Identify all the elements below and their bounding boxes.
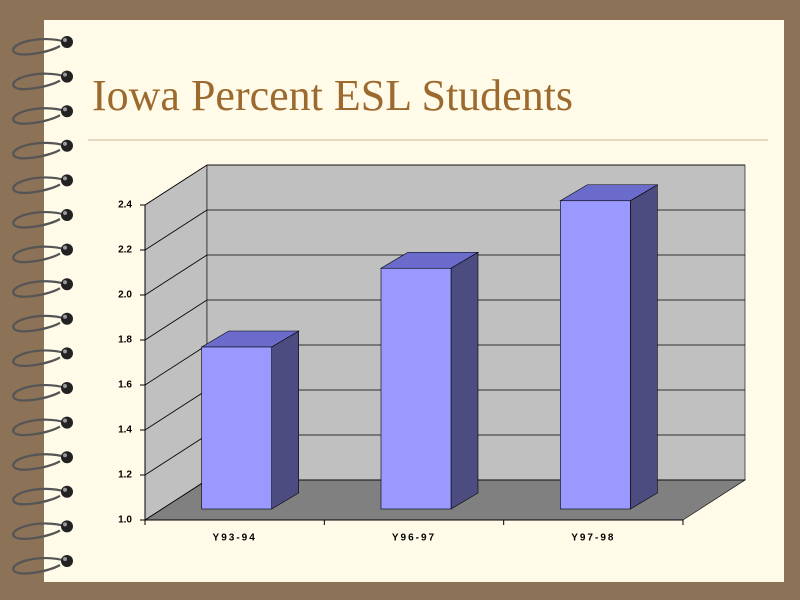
ring-shine — [63, 487, 67, 492]
side-grid-line — [144, 434, 208, 476]
ring — [12, 418, 67, 437]
ring-shine — [63, 522, 67, 527]
bar-side — [630, 184, 658, 510]
ring-hole — [61, 243, 73, 256]
ring-hole — [61, 105, 73, 118]
ring — [12, 522, 67, 540]
ring-shine — [63, 418, 67, 423]
bar-side — [450, 251, 479, 510]
y-tick-label: 1.2 — [118, 470, 132, 481]
bar-side — [271, 330, 299, 510]
x-tick-label: Y96-97 — [392, 533, 436, 544]
ring — [12, 557, 67, 575]
ring — [12, 38, 67, 56]
ring-hole — [61, 174, 73, 187]
ring-hole — [61, 139, 73, 152]
ring-shine — [63, 38, 67, 42]
ring-hole — [61, 70, 73, 83]
ring-hole — [61, 451, 73, 464]
ring — [12, 211, 67, 229]
ring-shine — [63, 245, 67, 250]
ring — [12, 453, 67, 471]
ring-hole — [61, 485, 73, 498]
ring-shine — [63, 314, 67, 319]
chart-title: Iowa Percent ESL Students — [92, 71, 573, 120]
ring — [12, 349, 67, 367]
ring — [12, 487, 67, 506]
ring — [12, 384, 67, 402]
ring-shine — [63, 107, 67, 112]
ring-hole — [61, 209, 73, 221]
ring-shine — [63, 176, 67, 181]
ring-hole — [61, 347, 73, 360]
ring — [12, 245, 67, 264]
y-tick-label: 1.6 — [118, 380, 132, 391]
ring — [12, 141, 67, 160]
ring-shine — [63, 141, 67, 146]
ring-hole — [61, 36, 73, 48]
ring-hole — [61, 278, 73, 291]
chart: 1.0 1.2 1.4 1.6 1.8 2.0 2.2 2.4 Y93-94 Y96-97 Y97-… — [118, 164, 747, 544]
bar-front — [380, 267, 452, 510]
y-tick-label: 2.2 — [118, 245, 132, 256]
ring — [12, 176, 67, 194]
y-tick-label: 2.0 — [118, 290, 132, 301]
side-grid-line — [144, 389, 208, 431]
ring-hole — [61, 520, 73, 533]
side-grid-line — [144, 299, 208, 341]
ring-hole — [61, 382, 73, 394]
spiral-binding — [12, 36, 73, 575]
ring-shine — [63, 557, 67, 561]
y-tick-label: 1.4 — [118, 425, 132, 436]
bar-front — [560, 200, 631, 510]
side-grid-line — [144, 164, 208, 206]
ring-shine — [63, 211, 67, 215]
ring-shine — [63, 453, 67, 458]
ring-shine — [63, 384, 67, 388]
ring — [12, 314, 67, 333]
ring-shine — [63, 72, 67, 77]
ring-hole — [61, 312, 73, 325]
bar — [379, 251, 480, 510]
bar — [200, 330, 300, 510]
ring — [12, 107, 67, 125]
side-grid-line — [144, 479, 208, 521]
y-tick-label: 1.0 — [118, 515, 132, 526]
y-tick-label: 2.4 — [118, 200, 132, 211]
ring — [12, 72, 67, 91]
ring-hole — [61, 555, 73, 567]
bar-front — [201, 346, 272, 510]
ring-hole — [61, 416, 73, 429]
side-grid-line — [144, 254, 208, 296]
ring — [12, 280, 67, 298]
bar — [559, 184, 659, 510]
side-wall — [144, 164, 208, 521]
side-grid-line — [144, 344, 208, 386]
y-tick-label: 1.8 — [118, 335, 132, 346]
x-tick-label: Y93-94 — [213, 533, 257, 544]
x-tick-label: Y97-98 — [571, 533, 615, 544]
ring-shine — [63, 280, 67, 285]
side-grid-line — [144, 209, 208, 251]
ring-shine — [63, 349, 67, 354]
